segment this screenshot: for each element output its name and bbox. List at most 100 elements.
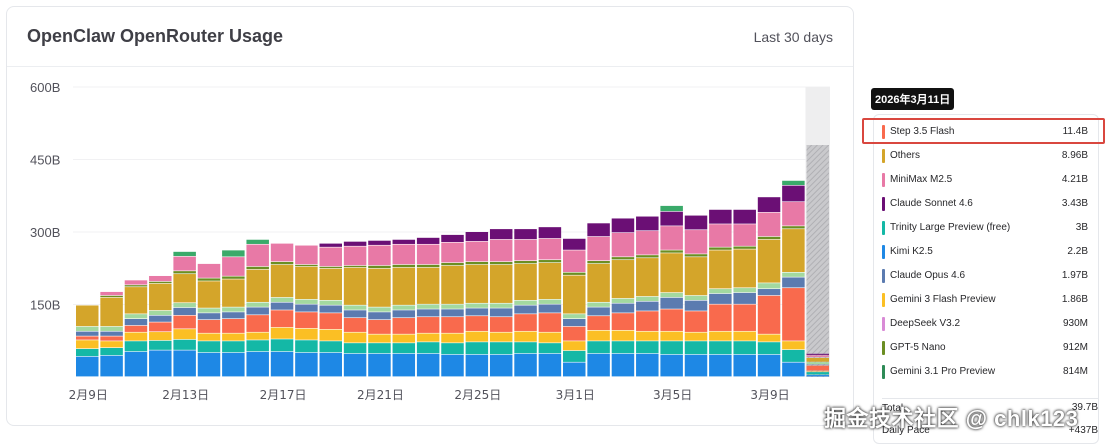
bar-segment xyxy=(733,292,756,304)
bar-segment xyxy=(222,333,245,341)
bar-segment xyxy=(757,289,781,296)
bar-segment xyxy=(782,349,805,362)
legend-swatch xyxy=(882,293,885,307)
bar-segment xyxy=(514,261,537,264)
bar-segment xyxy=(538,332,562,343)
bar-segment xyxy=(563,314,586,319)
bar-segment xyxy=(441,317,464,333)
bar-segment xyxy=(270,261,294,265)
bar-segment xyxy=(489,239,513,262)
bar-segment xyxy=(587,316,610,330)
bar-segment xyxy=(733,354,756,377)
bar-segment xyxy=(416,304,440,309)
bar-segment xyxy=(660,253,683,293)
bar-segment xyxy=(660,205,683,212)
bar-segment xyxy=(611,353,635,377)
bar-segment xyxy=(514,342,537,354)
bar-segment xyxy=(416,264,440,268)
bar-segment xyxy=(246,244,269,267)
bar-segment xyxy=(587,302,610,307)
bar-segment xyxy=(441,333,464,343)
bar-segment xyxy=(465,303,489,308)
bar-segment xyxy=(684,311,708,332)
bar-segment xyxy=(441,242,464,263)
bar-segment xyxy=(392,318,416,334)
watermark: 掘金技术社区 @ chlk123 xyxy=(824,406,1079,431)
bar-segment xyxy=(441,343,464,355)
bar-segment xyxy=(636,231,659,255)
date-range-label[interactable]: Last 30 days xyxy=(753,29,833,45)
bar-segment xyxy=(465,264,489,303)
bar-segment xyxy=(295,352,318,377)
bar-segment xyxy=(76,356,99,377)
tooltip-row: DeepSeek V3.2 930M xyxy=(882,312,1088,336)
bar-segment xyxy=(173,307,196,316)
tooltip-series-name: GPT-5 Nano xyxy=(890,342,946,353)
tooltip-series-value: 8.96B xyxy=(1061,150,1088,161)
bar-segment xyxy=(636,258,659,297)
bar-segment xyxy=(100,291,123,296)
bar-segment xyxy=(684,254,708,257)
bar-segment xyxy=(319,352,342,377)
bar-segment xyxy=(660,309,683,331)
bar-segment xyxy=(100,336,123,341)
bar-segment xyxy=(100,295,123,298)
bar-segment xyxy=(611,232,635,257)
bar-segment xyxy=(782,272,805,277)
tooltip-series-name: Others xyxy=(890,150,921,161)
bar-segment xyxy=(222,250,245,257)
bar-segment xyxy=(563,362,586,377)
bar-segment xyxy=(563,250,586,272)
bar-segment xyxy=(392,334,416,343)
bar-segment xyxy=(149,340,172,350)
tooltip-total: Total 39.7B Daily Pace +437B xyxy=(882,398,1098,436)
card-header: OpenClaw OpenRouter Usage Last 30 days xyxy=(7,7,853,67)
bar-segment xyxy=(514,239,537,261)
bar-segment xyxy=(246,332,269,340)
bar-segment xyxy=(368,307,391,312)
bar-segment xyxy=(636,341,659,354)
legend-swatch xyxy=(882,149,885,163)
bar-segment xyxy=(124,319,148,326)
tooltip-date: 2026年3月11日 xyxy=(871,88,955,110)
bar-segment xyxy=(416,333,440,342)
bar-segment xyxy=(782,229,805,272)
bar-segment xyxy=(709,247,732,250)
bar-segment xyxy=(514,305,537,314)
bar-segment xyxy=(124,314,148,319)
bar-segment xyxy=(124,325,148,332)
bar-segment xyxy=(368,240,391,245)
bar-segment xyxy=(611,303,635,313)
bar-segment xyxy=(684,354,708,377)
tooltip-row: Claude Opus 4.6 1.97B xyxy=(882,264,1088,288)
y-tick-label: 450B xyxy=(30,153,60,168)
bar-segment xyxy=(246,351,269,377)
bar-segment xyxy=(100,331,123,336)
bar-segment xyxy=(733,341,756,355)
bar-segment xyxy=(806,353,829,355)
total-value: 39.7B xyxy=(1071,402,1098,413)
bar-segment xyxy=(684,230,708,254)
bar-segment xyxy=(392,239,416,244)
bar-segment xyxy=(660,341,683,355)
tooltip-series-name: Gemini 3.1 Pro Preview xyxy=(890,366,996,377)
bar-segment xyxy=(270,264,294,298)
bar-segment xyxy=(100,297,123,327)
bar-segment xyxy=(319,247,342,267)
bar-segment xyxy=(611,298,635,303)
bar-segment xyxy=(587,330,610,341)
bar-segment xyxy=(368,334,391,343)
legend-swatch xyxy=(882,317,885,331)
tooltip-row: MiniMax M2.5 4.21B xyxy=(882,168,1088,192)
tooltip-series-name: MiniMax M2.5 xyxy=(890,174,953,185)
tooltip-series-value: 3.43B xyxy=(1061,198,1088,209)
bar-segment xyxy=(319,329,342,341)
legend-swatch xyxy=(882,269,885,283)
bar-segment xyxy=(270,327,294,339)
bar-segment xyxy=(441,234,464,243)
bar-segment xyxy=(416,244,440,265)
bar-segment xyxy=(368,245,391,266)
bar-segment xyxy=(100,341,123,348)
bar-segment xyxy=(660,250,683,253)
bar-segment xyxy=(563,319,586,327)
